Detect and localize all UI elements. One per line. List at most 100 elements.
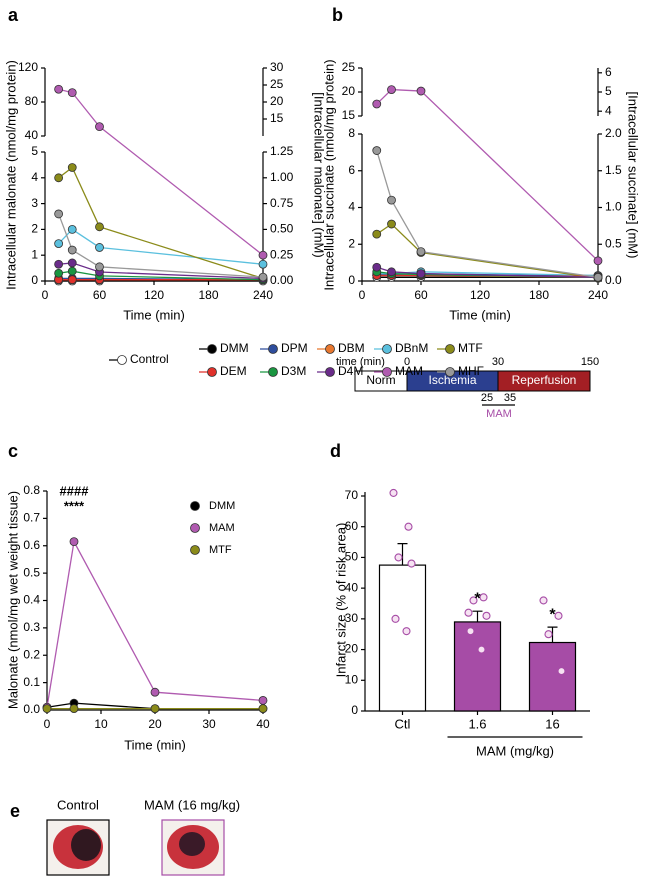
y-tick-label: 40 (345, 580, 359, 594)
legend-label: MAM (209, 522, 235, 534)
x-axis-label: Time (min) (124, 737, 186, 752)
y-tick-label: 80 (25, 94, 39, 108)
data-point (416, 269, 426, 279)
data-point (95, 222, 104, 232)
series-line (376, 223, 599, 279)
data-point (387, 85, 396, 94)
y-tick-label: 0.4 (23, 593, 40, 607)
y-tick-label: 1.00 (270, 170, 294, 184)
y-tick-label: 0.5 (605, 236, 622, 250)
data-point (67, 258, 77, 268)
significance-annotation: #### (60, 483, 90, 498)
data-point (593, 256, 603, 266)
y-tick-label: 6 (348, 163, 355, 177)
y-tick-label: 2 (31, 222, 38, 236)
data-point (407, 559, 416, 568)
y-tick-label: 5 (31, 144, 38, 158)
error-bar (397, 543, 408, 566)
x-tick-label: 0 (44, 717, 51, 731)
data-point (258, 259, 268, 269)
legend-marker (325, 344, 335, 354)
group-label: MAM (mg/kg) (476, 743, 554, 758)
y-tick-label: 0.75 (270, 196, 294, 210)
x-tick-label: 180 (198, 288, 218, 302)
data-point (150, 704, 160, 714)
bar (528, 641, 577, 712)
data-point (387, 195, 396, 205)
data-point (67, 163, 77, 172)
legend-label: MTF (209, 544, 232, 556)
panel-letter: a (8, 5, 19, 25)
legend-marker (325, 367, 335, 377)
x-axis-label: Time (min) (123, 307, 185, 322)
data-point (54, 84, 64, 94)
data-point (42, 704, 52, 714)
data-point (394, 553, 403, 562)
timeline-tick: 150 (581, 356, 599, 368)
data-point (544, 630, 553, 639)
data-point (391, 614, 400, 623)
bar (378, 564, 427, 712)
y-axis-label: Intracellular malonate (nmol/mg protein) (3, 60, 18, 290)
data-point (54, 239, 64, 248)
legend-marker (445, 344, 455, 354)
y-tick-label: 2.0 (605, 126, 622, 140)
data-point (469, 596, 478, 605)
legend-marker (190, 545, 200, 555)
series-line (376, 266, 599, 278)
y-tick-label: 0.1 (23, 675, 40, 689)
y-tick-label: 2 (348, 236, 355, 250)
y-tick-label: 4 (348, 200, 355, 214)
data-point (557, 667, 566, 676)
y2-axis-label: [Intracellular succinate] (mM) (626, 92, 641, 259)
y-tick-label: 4 (31, 170, 38, 184)
data-point (464, 608, 473, 617)
x-tick-label: 10 (94, 717, 108, 731)
series-line (46, 539, 264, 708)
data-point (482, 611, 491, 620)
y-tick-label: 50 (345, 550, 359, 564)
y-tick-label: 0 (348, 273, 355, 287)
x-tick-label: 60 (414, 288, 428, 302)
y-tick-label: 0 (31, 273, 38, 287)
legend-label: DPM (281, 341, 308, 355)
data-point (554, 611, 563, 620)
x-axis-label: Time (min) (449, 307, 511, 322)
x-tick-label: 1.6 (468, 716, 486, 731)
y-tick-label: 20 (270, 94, 284, 108)
data-point (372, 146, 382, 155)
y-tick-label: 8 (348, 126, 355, 140)
legend-label: DEM (220, 364, 247, 378)
heart-image (179, 832, 205, 856)
data-point (54, 268, 64, 278)
legend-marker (207, 344, 217, 354)
legend-marker (190, 501, 200, 511)
x-tick-label: 20 (148, 717, 162, 731)
y-tick-label: 70 (345, 488, 359, 502)
y-tick-label: 1.0 (605, 200, 622, 214)
legend-marker (190, 523, 200, 533)
y2-axis-label: [Intracellular malonate] (mM) (312, 92, 327, 257)
legend-label: MHF (458, 364, 484, 378)
data-point (387, 219, 396, 229)
y-tick-label: 25 (342, 60, 356, 74)
data-point (67, 275, 77, 285)
legend-label: MTF (458, 341, 483, 355)
y-tick-label: 0.6 (23, 538, 40, 552)
legend-marker (268, 367, 278, 377)
y-tick-label: 120 (18, 60, 38, 74)
data-point (150, 687, 160, 697)
y-tick-label: 20 (342, 84, 356, 98)
legend-label: DBM (338, 341, 365, 355)
legend-marker (207, 367, 217, 377)
legend-marker (382, 367, 392, 377)
y-tick-label: 0.5 (23, 565, 40, 579)
timeline-tick: 0 (404, 356, 410, 368)
x-tick-label: 30 (202, 717, 216, 731)
treatment-end: 35 (504, 392, 516, 404)
y-tick-label: 0.0 (605, 273, 622, 287)
x-tick-label: 0 (359, 288, 366, 302)
y-tick-label: 0.0 (23, 702, 40, 716)
y-tick-label: 4 (605, 103, 612, 117)
panel-letter: e (10, 801, 20, 821)
